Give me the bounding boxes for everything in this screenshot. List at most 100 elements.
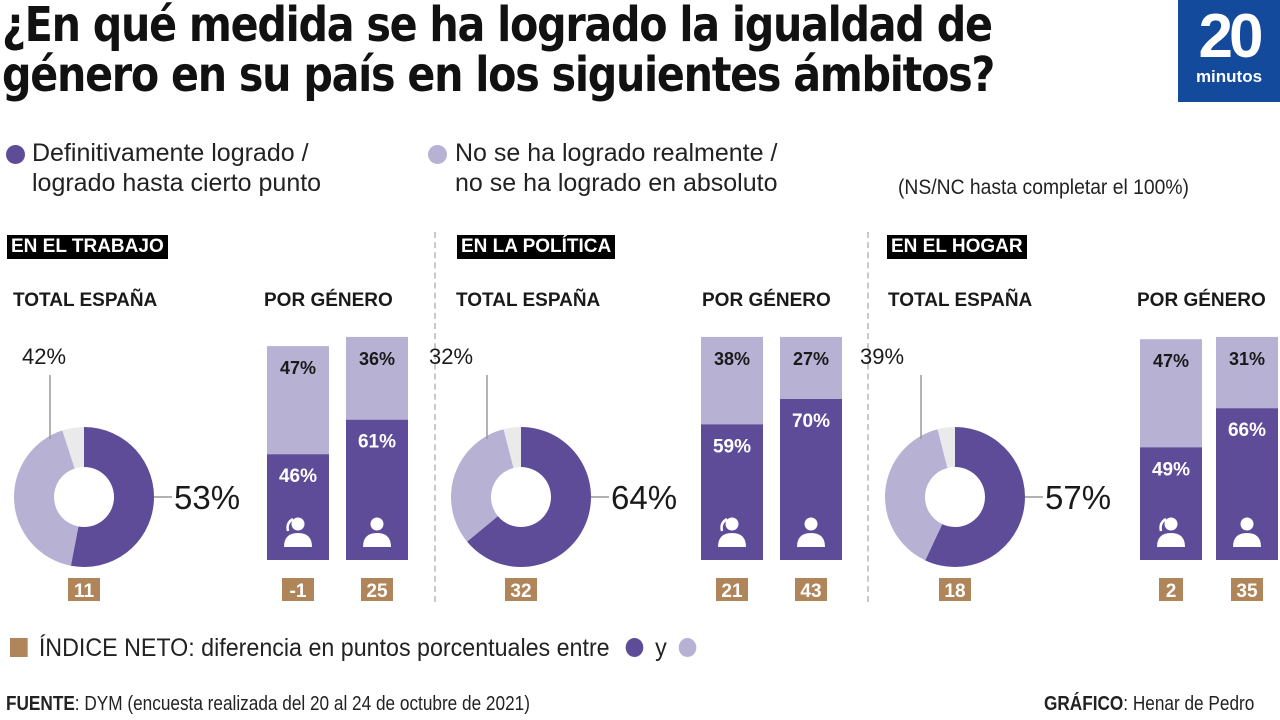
- gender-heading: POR GÉNERO: [264, 290, 393, 311]
- legend-not-achieved-line-1: No se ha logrado realmente /: [455, 139, 778, 167]
- title-line-1: ¿En qué medida se ha logrado la igualdad…: [2, 0, 993, 53]
- bar-not-achieved: [780, 336, 842, 399]
- bar-label-not-achieved: 38%: [714, 349, 750, 369]
- logo-number: 20: [1198, 2, 1264, 71]
- net-index-value: 25: [366, 581, 388, 602]
- bar-not-achieved: [267, 346, 329, 455]
- index-legend-conjunction: y: [655, 634, 667, 662]
- nsnc-note: (NS/NC hasta completar el 100%): [898, 176, 1189, 199]
- gender-heading: POR GÉNERO: [702, 290, 831, 311]
- net-index-value: 21: [721, 581, 743, 602]
- person-body: [797, 533, 825, 547]
- net-index-box: [795, 578, 827, 601]
- legend-not-achieved: No se ha logrado realmente / no se ha lo…: [455, 138, 777, 198]
- person-head: [291, 517, 305, 531]
- person-head: [370, 517, 384, 531]
- bar-label-not-achieved: 47%: [280, 358, 316, 378]
- person-body: [1233, 533, 1261, 547]
- person-body: [363, 533, 391, 547]
- section-divider: [867, 232, 869, 602]
- net-index-box: [505, 578, 537, 601]
- person-body: [1157, 533, 1185, 547]
- net-index-box: [282, 578, 314, 601]
- net-index-value: 35: [1236, 581, 1258, 602]
- donut-slice-achieved: [70, 427, 154, 567]
- legend-not-achieved-line-2: no se ha logrado en absoluto: [455, 169, 778, 197]
- index-legend-text: ÍNDICE NETO: diferencia en puntos porcen…: [38, 634, 610, 662]
- person-head: [1240, 517, 1254, 531]
- bar-label-achieved: 70%: [792, 411, 830, 432]
- donut-label-achieved: 64%: [611, 479, 677, 516]
- person-body: [284, 533, 312, 547]
- donut-label-not-achieved: 32%: [429, 344, 473, 369]
- title-line-2: género en su país en los siguientes ámbi…: [2, 47, 995, 103]
- bar-label-achieved: 61%: [358, 432, 396, 453]
- legend-achieved-line-1: Definitivamente logrado /: [32, 139, 309, 167]
- person-head: [804, 517, 818, 531]
- logo-word: minutos: [1195, 67, 1263, 86]
- credit-text: : Henar de Pedro: [1123, 693, 1255, 715]
- female-icon: [284, 517, 312, 547]
- section-divider: [434, 232, 436, 602]
- bar-label-not-achieved: 36%: [359, 349, 395, 369]
- bar-label-not-achieved: 47%: [1153, 351, 1189, 371]
- donut-slice-achieved: [925, 427, 1025, 567]
- male-icon: [363, 517, 391, 547]
- donut-slice-achieved: [467, 427, 592, 567]
- person-body: [718, 533, 746, 547]
- net-index-box: [1159, 578, 1183, 601]
- net-index-value: -1: [290, 581, 307, 602]
- bar-label-achieved: 66%: [1228, 420, 1266, 441]
- bar-label-achieved: 59%: [713, 436, 751, 457]
- donut-label-achieved: 53%: [174, 479, 240, 516]
- 20minutos-logo: 20 minutos: [1178, 0, 1280, 102]
- net-index-value: 18: [944, 581, 965, 602]
- male-icon: [1233, 517, 1261, 547]
- index-legend-not-achieved-dot: [678, 638, 697, 657]
- donut-label-not-achieved: 42%: [22, 344, 66, 369]
- bar-not-achieved: [701, 336, 763, 425]
- source-note: FUENTE: DYM (encuesta realizada del 20 a…: [6, 693, 530, 716]
- index-legend-swatch: [10, 638, 28, 657]
- net-index-box: [939, 578, 971, 601]
- credit-label: GRÁFICO: [1044, 693, 1124, 715]
- source-text: : DYM (encuesta realizada del 20 al 24 d…: [74, 693, 530, 715]
- net-index-box: [716, 578, 748, 601]
- source-label: FUENTE: [6, 693, 75, 715]
- donut-slice-nsnc: [503, 427, 521, 468]
- total-heading: TOTAL ESPAÑA: [456, 290, 601, 311]
- bar-not-achieved: [346, 336, 408, 420]
- section-tag-trabajo: EN EL TRABAJO: [7, 235, 168, 259]
- bar-label-not-achieved: 27%: [793, 349, 829, 369]
- total-heading: TOTAL ESPAÑA: [888, 290, 1033, 311]
- donut-label-achieved: 57%: [1045, 479, 1111, 516]
- person-head: [1164, 517, 1178, 531]
- legend-achieved: Definitivamente logrado / logrado hasta …: [32, 138, 321, 198]
- chart-title: ¿En qué medida se ha logrado la igualdad…: [2, 0, 995, 103]
- section-tag-hogar: EN EL HOGAR: [887, 235, 1027, 259]
- donut-slice-not-achieved: [884, 429, 948, 561]
- net-index-box: [1231, 578, 1263, 601]
- donut-slice-nsnc: [937, 427, 955, 468]
- gender-heading: POR GÉNERO: [1137, 290, 1266, 311]
- net-index-value: 11: [74, 581, 95, 602]
- legend-not-achieved-dot: [428, 145, 447, 164]
- net-index-value: 32: [510, 581, 531, 602]
- ponytail: [720, 517, 728, 532]
- bar-not-achieved: [1216, 336, 1278, 409]
- female-icon: [718, 517, 746, 547]
- ponytail: [286, 517, 294, 532]
- person-head: [725, 517, 739, 531]
- net-index-box: [68, 578, 100, 601]
- bar-not-achieved: [1140, 339, 1202, 448]
- donut-slice-not-achieved: [13, 430, 79, 566]
- index-legend-achieved-dot: [625, 638, 644, 657]
- donut-slice-nsnc: [62, 427, 84, 469]
- male-icon: [797, 517, 825, 547]
- section-tag-politica: EN LA POLÍTICA: [457, 235, 616, 259]
- donut-slice-not-achieved: [450, 429, 514, 542]
- net-index-box: [361, 578, 393, 601]
- credit-note: GRÁFICO: Henar de Pedro: [1044, 693, 1254, 716]
- ponytail: [1159, 517, 1167, 532]
